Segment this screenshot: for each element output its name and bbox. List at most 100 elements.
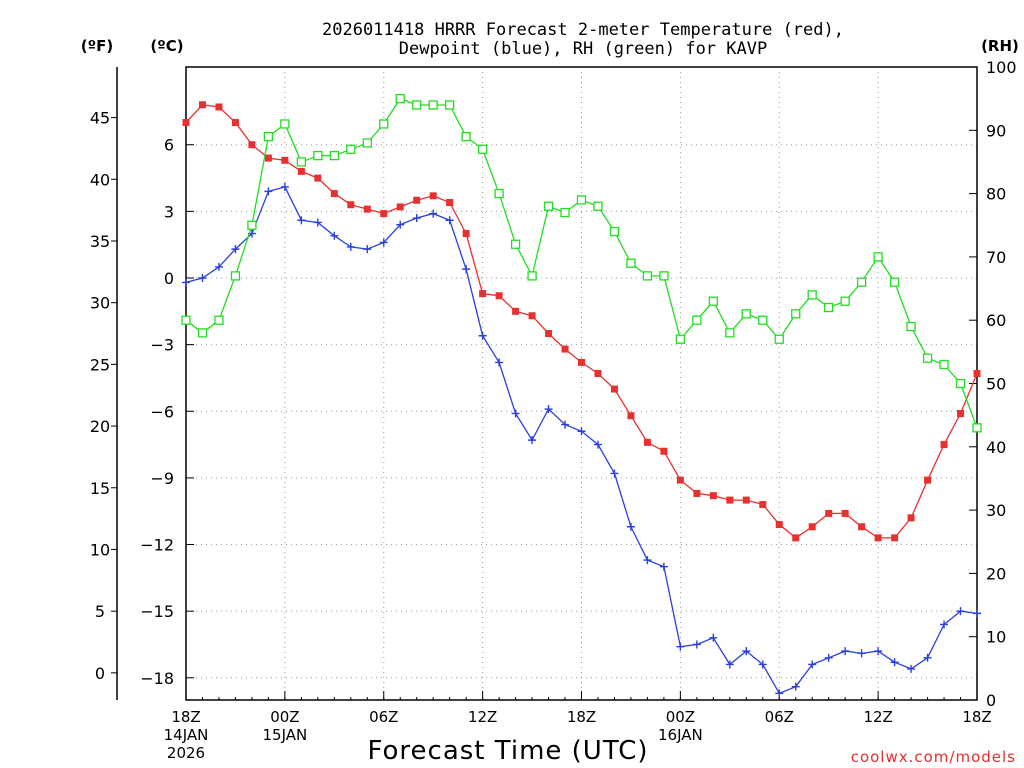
data-point: [725, 328, 735, 338]
data-point: [561, 345, 569, 353]
data-point: [512, 307, 520, 315]
celsius-tick-label: −18: [140, 669, 174, 688]
data-point: [972, 423, 982, 433]
celsius-tick-label: −15: [140, 602, 174, 621]
series-rh: [181, 94, 982, 433]
rh-tick-label: 90: [986, 121, 1006, 140]
data-point: [479, 290, 487, 298]
data-point: [313, 150, 323, 161]
data-point: [412, 100, 422, 110]
fahrenheit-tick-label: 30: [90, 294, 110, 313]
rh-tick-label: 100: [986, 58, 1017, 77]
data-point: [297, 216, 306, 225]
fahrenheit-tick-label: 0: [95, 664, 105, 683]
data-point: [478, 331, 487, 340]
data-point: [594, 370, 602, 378]
data-point: [230, 271, 241, 281]
data-point: [280, 119, 290, 129]
fahrenheit-tick-label: 20: [90, 417, 110, 436]
data-point: [824, 302, 834, 313]
data-point: [561, 420, 570, 429]
data-point: [495, 358, 504, 367]
data-point: [330, 231, 339, 240]
celsius-tick-label: −9: [150, 469, 174, 488]
credit-text: coolwx.com/models: [851, 748, 1016, 766]
data-point: [758, 315, 768, 325]
data-point: [692, 315, 702, 325]
data-point: [775, 689, 784, 698]
data-point: [263, 131, 274, 142]
x-tick-label: 15JAN: [263, 726, 308, 744]
data-point: [692, 640, 701, 649]
data-point: [329, 150, 339, 161]
rh-tick-label: 40: [986, 438, 1006, 457]
data-point: [792, 534, 800, 542]
data-point: [197, 328, 208, 338]
title-line-2: Dewpoint (blue), RH (green) for KAVP: [399, 39, 767, 59]
data-point: [841, 647, 850, 656]
data-point: [808, 523, 816, 531]
x-tick-label: 18Z: [567, 708, 596, 726]
data-point: [807, 290, 817, 300]
data-point: [477, 144, 488, 154]
data-point: [429, 192, 437, 200]
celsius-tick-label: −12: [140, 536, 174, 555]
x-tick-label: 00Z: [666, 708, 695, 726]
data-point: [264, 154, 272, 162]
data-point: [693, 489, 701, 497]
data-point: [676, 642, 685, 651]
rh-tick-label: 70: [986, 248, 1006, 267]
data-point: [314, 174, 322, 182]
data-point: [626, 258, 636, 268]
x-tick-label: 06Z: [369, 708, 398, 726]
data-point: [973, 609, 981, 618]
rh-unit-label: (RH): [981, 37, 1019, 55]
data-point: [956, 607, 965, 616]
data-point: [198, 101, 206, 109]
fahrenheit-tick-label: 45: [90, 109, 110, 128]
data-point: [280, 182, 289, 191]
x-tick-label: 18Z: [962, 708, 991, 726]
data-point: [264, 187, 273, 196]
data-point: [873, 252, 883, 262]
series-dewpoint: [182, 182, 981, 698]
data-point: [659, 271, 669, 281]
data-point: [396, 220, 405, 229]
data-point: [528, 436, 537, 445]
data-point: [231, 245, 240, 254]
x-tick-label: 12Z: [863, 708, 892, 726]
data-point: [676, 476, 684, 484]
data-point: [775, 521, 783, 529]
fahrenheit-tick-label: 35: [90, 232, 110, 251]
data-point: [181, 315, 191, 325]
data-point: [511, 409, 520, 418]
data-point: [759, 501, 767, 509]
x-axis-label: Forecast Time (UTC): [367, 736, 648, 766]
data-point: [198, 274, 207, 282]
data-point: [957, 409, 965, 417]
data-point: [578, 358, 585, 366]
data-point: [510, 239, 521, 249]
data-point: [247, 220, 257, 230]
data-point: [330, 190, 338, 198]
fahrenheit-tick-label: 15: [90, 479, 110, 498]
rh-tick-label: 50: [986, 375, 1006, 394]
data-point: [709, 492, 717, 500]
celsius-tick-label: −6: [150, 402, 174, 421]
fahrenheit-unit-label: (ºF): [81, 37, 113, 55]
data-series: [181, 94, 982, 698]
data-point: [725, 660, 734, 669]
data-point: [610, 385, 618, 393]
data-point: [527, 271, 537, 281]
fahrenheit-tick-label: 10: [90, 540, 110, 559]
data-point: [840, 296, 850, 306]
data-point: [891, 534, 899, 542]
data-point: [544, 405, 553, 414]
data-point: [495, 292, 503, 300]
data-point: [955, 378, 966, 389]
axes: 630−3−6−9−12−15−184540353025201510501009…: [90, 58, 1017, 762]
data-point: [362, 138, 372, 148]
data-point: [379, 119, 389, 129]
data-point: [940, 441, 948, 449]
